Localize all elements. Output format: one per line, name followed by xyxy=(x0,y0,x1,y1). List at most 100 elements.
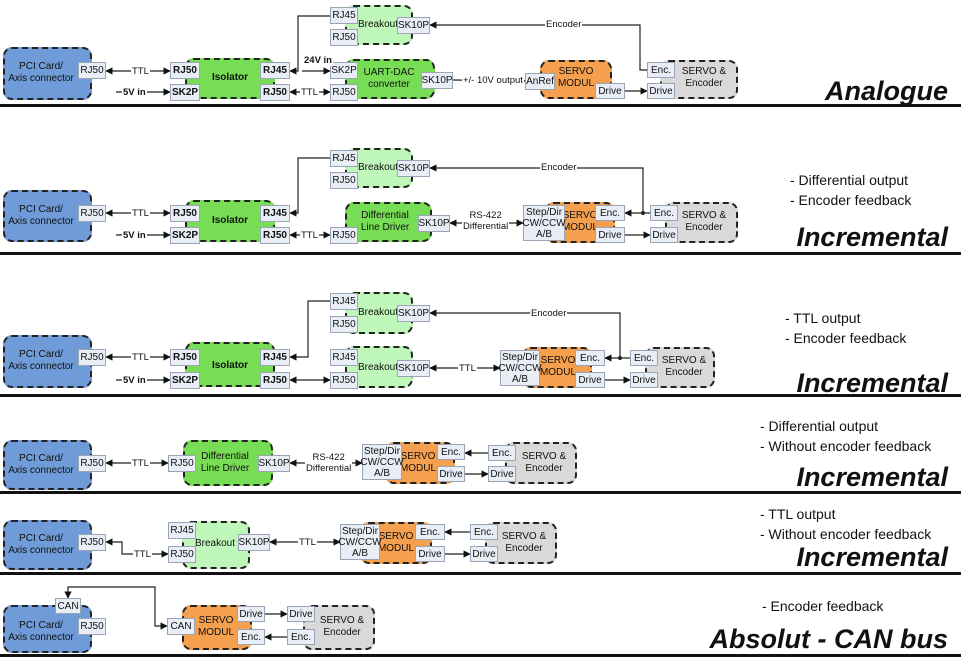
port-iso-rj45: RJ45 xyxy=(260,349,290,366)
port-iso-sk2p: SK2P xyxy=(170,372,200,389)
port-pci-rj50: RJ50 xyxy=(78,349,106,366)
port-brk-rj45: RJ45 xyxy=(330,150,358,167)
port-servo-enc: Enc. xyxy=(437,444,465,460)
differential-line-driver-block xyxy=(345,202,432,242)
section-divider xyxy=(0,104,961,107)
servo-modul-label: SERVO MODUL xyxy=(399,451,437,474)
port-motor-enc: Enc. xyxy=(647,62,675,78)
servo-encoder-label: SERVO & Encoder xyxy=(681,210,727,233)
line-label-l-5v: 5V in xyxy=(122,375,147,386)
connector-line xyxy=(289,300,330,361)
port-iso-rj50: RJ50 xyxy=(170,205,200,222)
port-motor-enc: Enc. xyxy=(650,205,678,221)
port-servo-drive: Drive xyxy=(595,83,625,99)
pci-card-block xyxy=(3,520,92,570)
breakout-label: Breakout xyxy=(357,162,399,173)
port-brk-rj45: RJ45 xyxy=(330,7,358,24)
port-motor-enc: Enc. xyxy=(287,629,315,645)
port-servo-drive: Drive xyxy=(415,546,445,562)
pci-card-label: PCI Card/ Axis connector xyxy=(8,61,74,84)
port-pci-rj50: RJ50 xyxy=(78,205,106,222)
pci-card-label: PCI Card/ Axis connector xyxy=(8,349,74,372)
section-title: Incremental xyxy=(796,462,948,492)
port-motor-enc: Enc. xyxy=(488,445,516,461)
port-servo-drive: Drive xyxy=(575,372,605,388)
port-iso-rj50b: RJ50 xyxy=(260,84,290,101)
port-motor-drive: Drive xyxy=(470,546,498,562)
port-iso-rj50: RJ50 xyxy=(170,62,200,79)
port-brk2-rj50: RJ50 xyxy=(330,372,358,389)
line-label-l-out: +/- 10V output xyxy=(462,75,524,86)
port-servo-drive: Drive xyxy=(595,227,625,243)
port-stepdir: Step/Dir CW/CCW A/B xyxy=(498,350,542,386)
port-dld-rj50: RJ50 xyxy=(168,455,196,472)
line-label-l-ttl2: TTL xyxy=(300,230,319,241)
pci-card-block xyxy=(3,47,92,100)
port-brk-sk10p: SK10P xyxy=(397,17,430,34)
section-note: - Encoder feedback xyxy=(762,598,884,614)
connector-line xyxy=(289,157,330,217)
breakout-label: Breakout xyxy=(194,538,236,549)
isolator-label: Isolator xyxy=(211,360,249,371)
section-divider xyxy=(0,491,961,494)
junction-dot xyxy=(618,356,622,360)
port-servo-drive: Drive xyxy=(237,606,265,622)
pci-card-block xyxy=(3,335,92,388)
port-pci-rj50: RJ50 xyxy=(78,455,106,472)
port-servo-can: CAN xyxy=(167,618,195,635)
servo-modul-label: SERVO MODUL xyxy=(539,355,577,378)
differential-line-driver-label: Differential Line Driver xyxy=(360,210,410,233)
uart-dac-converter-label: UART-DAC converter xyxy=(363,67,415,90)
isolator-label: Isolator xyxy=(211,215,249,226)
line-label-l-ttl1: TTL xyxy=(131,458,150,469)
isolator-label: Isolator xyxy=(211,72,249,83)
servo-modul-label: SERVO MODUL xyxy=(561,210,599,233)
port-brk-rj50: RJ50 xyxy=(330,29,358,46)
port-uart-sk10p: SK10P xyxy=(421,72,453,89)
port-brk2-rj45: RJ45 xyxy=(330,349,358,366)
section-note: - TTL output xyxy=(785,310,861,326)
port-brk-sk10p: SK10P xyxy=(397,160,430,177)
port-iso-sk2p: SK2P xyxy=(170,227,200,244)
port-servo-anref: AnRef xyxy=(525,73,555,90)
section-note: - Encoder feedback xyxy=(790,192,912,208)
servo-modul-label: SERVO MODUL xyxy=(377,531,415,554)
port-servo-drive: Drive xyxy=(437,466,465,482)
port-uart-rj50: RJ50 xyxy=(330,84,358,101)
pci-card-label: PCI Card/ Axis connector xyxy=(8,204,74,227)
port-brk-rj45: RJ45 xyxy=(330,293,358,310)
uart-dac-converter-block xyxy=(345,59,435,99)
section-divider xyxy=(0,394,961,397)
line-label-l-ttl2: TTL xyxy=(300,87,319,98)
port-stepdir: Step/Dir CW/CCW A/B xyxy=(522,205,566,241)
port-dld-rj50: RJ50 xyxy=(330,227,358,244)
section-note: - Without encoder feedback xyxy=(760,438,932,454)
port-servo-enc: Enc. xyxy=(237,629,265,645)
port-motor-drive: Drive xyxy=(647,83,675,99)
port-pci-can: CAN xyxy=(55,598,81,614)
port-iso-rj50b: RJ50 xyxy=(260,227,290,244)
line-label-l-24v: 24V in xyxy=(303,55,333,66)
port-motor-enc: Enc. xyxy=(470,524,498,540)
section-title: Incremental xyxy=(796,542,948,572)
pci-card-label: PCI Card/ Axis connector xyxy=(8,620,74,643)
port-dld-sk10p: SK10P xyxy=(418,215,450,232)
connector-line xyxy=(429,21,647,71)
port-motor-drive: Drive xyxy=(488,466,516,482)
servo-modul-label: SERVO MODUL xyxy=(557,66,595,89)
port-brk-rj50: RJ50 xyxy=(330,316,358,333)
servo-encoder-label: SERVO & Encoder xyxy=(501,531,547,554)
junction-dot xyxy=(641,211,645,215)
port-brk-sk10p: SK10P xyxy=(238,534,270,551)
servo-encoder-label: SERVO & Encoder xyxy=(319,615,365,638)
line-label-l-enc: Encoder xyxy=(540,162,578,173)
line-label-l-rs422: RS-422 Differential xyxy=(305,452,353,474)
port-pci-rj50: RJ50 xyxy=(78,618,106,635)
line-label-l-5v: 5V in xyxy=(122,87,147,98)
section-divider xyxy=(0,252,961,255)
port-servo-enc: Enc. xyxy=(595,205,625,221)
servo-encoder-label: SERVO & Encoder xyxy=(661,355,707,378)
section-title: Incremental xyxy=(796,222,948,252)
line-label-l-ttl1: TTL xyxy=(133,549,152,560)
